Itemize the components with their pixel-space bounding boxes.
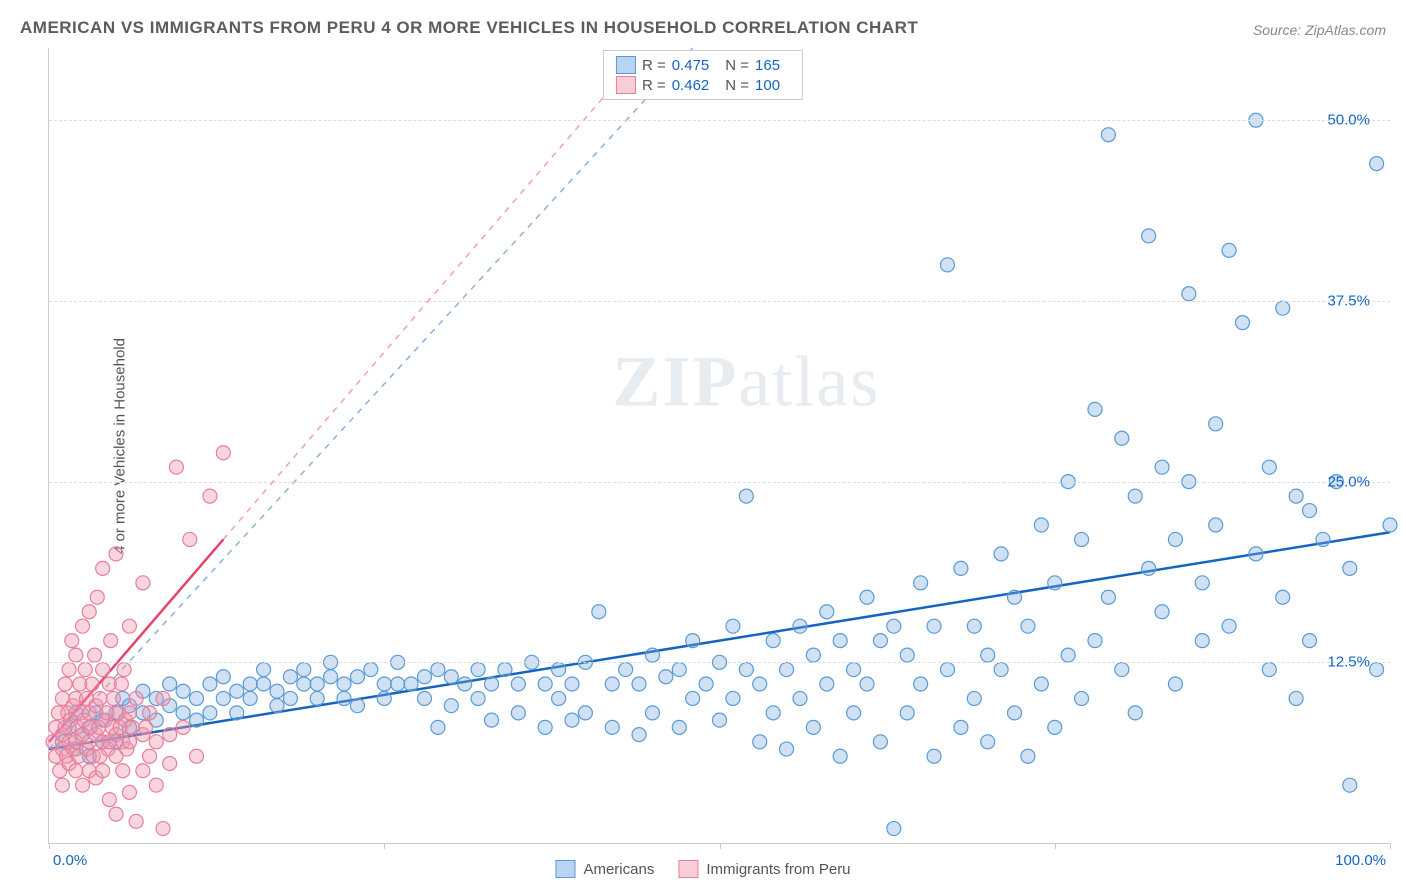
gridline [49,662,1390,663]
x-tick [49,843,50,849]
r-label: R = [642,57,666,74]
source-attribution: Source: ZipAtlas.com [1253,22,1386,38]
legend-swatch-icon [616,56,636,74]
y-tick-label: 25.0% [1327,473,1370,490]
chart-plot-area: ZIPatlas 12.5%25.0%37.5%50.0%0.0%100.0% [48,48,1390,844]
x-tick [720,843,721,849]
r-label: R = [642,77,666,94]
n-label: N = [725,77,749,94]
series-legend: Americans Immigrants from Peru [555,860,850,878]
n-value: 100 [755,77,780,94]
legend-swatch-icon [678,860,698,878]
y-tick-label: 50.0% [1327,112,1370,129]
x-tick [384,843,385,849]
legend-swatch-icon [616,76,636,94]
legend-label: Immigrants from Peru [706,861,850,878]
legend-swatch-icon [555,860,575,878]
n-label: N = [725,57,749,74]
stats-legend: R = 0.475 N = 165 R = 0.462 N = 100 [603,50,803,100]
gridline [49,120,1390,121]
legend-label: Americans [583,861,654,878]
legend-item: Americans [555,860,654,878]
gridline [49,482,1390,483]
gridline [49,301,1390,302]
scatter-plot-svg [49,48,1390,843]
x-tick [1390,843,1391,849]
x-tick-label: 0.0% [53,852,87,869]
stats-row: R = 0.475 N = 165 [616,55,790,75]
y-tick-label: 37.5% [1327,292,1370,309]
r-value: 0.462 [672,77,710,94]
stats-row: R = 0.462 N = 100 [616,75,790,95]
y-tick-label: 12.5% [1327,654,1370,671]
r-value: 0.475 [672,57,710,74]
chart-title: AMERICAN VS IMMIGRANTS FROM PERU 4 OR MO… [20,18,918,38]
legend-item: Immigrants from Peru [678,860,850,878]
x-tick [1055,843,1056,849]
n-value: 165 [755,57,780,74]
x-tick-label: 100.0% [1335,852,1386,869]
